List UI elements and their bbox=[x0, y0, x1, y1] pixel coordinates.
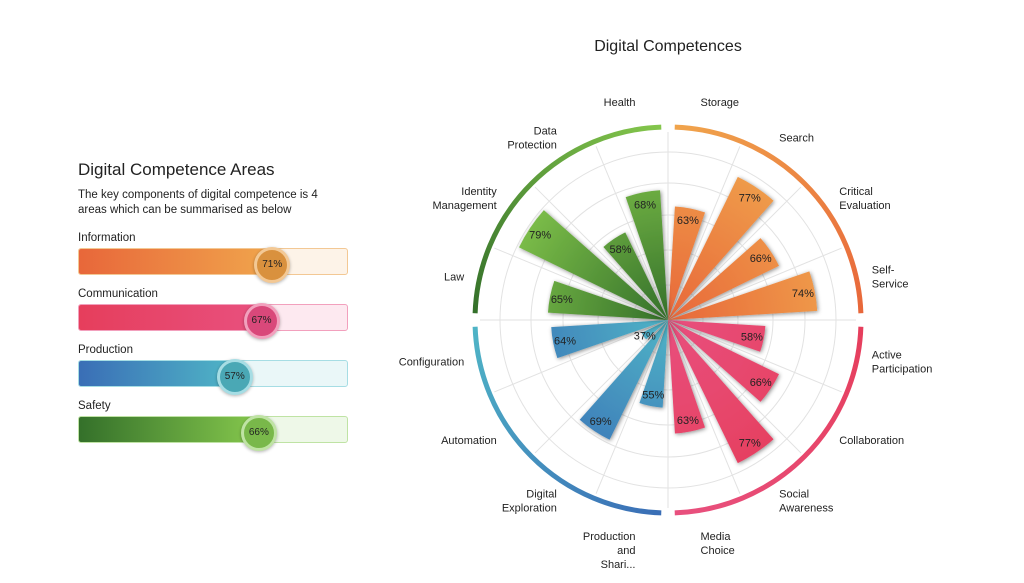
group-arc-information bbox=[674, 124, 864, 314]
bar-critical-evaluation bbox=[668, 238, 780, 320]
bar-active-participation bbox=[668, 320, 766, 352]
area-value-knob: 67% bbox=[243, 302, 280, 339]
bar-media-choice bbox=[668, 320, 706, 434]
data-label: 63% bbox=[677, 415, 699, 427]
area-progress-fill bbox=[79, 249, 270, 274]
data-label: 66% bbox=[750, 377, 772, 389]
category-label: Critical Evaluation bbox=[839, 186, 890, 212]
category-label: Production and Shari... bbox=[583, 531, 636, 571]
area-progress-fill bbox=[79, 417, 256, 442]
bar-identity-management bbox=[519, 210, 668, 320]
grid-spoke bbox=[667, 319, 741, 494]
bar-self-service bbox=[668, 271, 818, 320]
area-value-knob: 57% bbox=[216, 358, 253, 395]
data-label: 79% bbox=[529, 230, 551, 242]
category-label: Media Choice bbox=[701, 531, 735, 557]
area-label: Communication bbox=[78, 288, 158, 300]
area-value-knob: 66% bbox=[240, 414, 277, 451]
category-label: Configuration bbox=[399, 357, 464, 369]
grid-spoke bbox=[595, 146, 669, 321]
group-arc-production bbox=[472, 326, 662, 516]
data-label: 66% bbox=[750, 253, 772, 265]
area-label: Safety bbox=[78, 400, 111, 412]
area-label: Production bbox=[78, 344, 133, 356]
bar-law bbox=[547, 280, 668, 320]
chart-title: Digital Competences bbox=[594, 38, 742, 55]
area-safety: Safety 66% bbox=[78, 400, 348, 451]
category-label: Search bbox=[779, 133, 814, 145]
competence-areas-panel: Digital Competence Areas The key compone… bbox=[78, 160, 348, 456]
category-label: Identity Management bbox=[433, 186, 498, 212]
category-label: Data Protection bbox=[507, 126, 557, 152]
panel-description: The key components of digital competence… bbox=[78, 189, 318, 216]
bar-health bbox=[625, 190, 668, 320]
data-label: 65% bbox=[551, 294, 573, 306]
bar-search bbox=[668, 176, 774, 320]
area-communication: Communication 67% bbox=[78, 288, 348, 339]
data-label: 64% bbox=[554, 335, 576, 347]
category-label: Social Awareness bbox=[779, 488, 834, 514]
group-arc-communication bbox=[674, 326, 864, 516]
area-label: Information bbox=[78, 232, 136, 244]
category-label: Collaboration bbox=[839, 435, 904, 447]
area-progress-fill bbox=[79, 361, 232, 386]
category-label: Health bbox=[604, 97, 636, 109]
category-label: Law bbox=[444, 271, 464, 283]
data-label: 63% bbox=[677, 215, 699, 227]
bar-collaboration bbox=[668, 320, 780, 402]
grid-spoke bbox=[494, 247, 669, 321]
area-progress-bar: 67% bbox=[78, 302, 348, 339]
bar-automation bbox=[641, 320, 668, 340]
data-label: 68% bbox=[634, 199, 656, 211]
category-label: Automation bbox=[441, 435, 497, 447]
area-value-knob: 71% bbox=[254, 246, 291, 283]
grid-spoke bbox=[667, 146, 741, 321]
grid-spoke bbox=[667, 319, 842, 393]
data-label: 74% bbox=[792, 288, 814, 300]
area-progress-bar: 57% bbox=[78, 358, 348, 395]
area-production: Production 57% bbox=[78, 344, 348, 395]
group-arc-safety bbox=[472, 124, 662, 314]
grid-spoke bbox=[534, 186, 669, 321]
area-progress-bar: 66% bbox=[78, 414, 348, 451]
category-label: Self-Service bbox=[872, 264, 909, 290]
grid-spoke bbox=[667, 247, 842, 321]
area-information: Information 71% bbox=[78, 232, 348, 283]
bar-social-awareness bbox=[668, 320, 774, 464]
area-progress-fill bbox=[79, 305, 259, 330]
category-label: Storage bbox=[701, 97, 740, 109]
grid-spoke bbox=[595, 319, 669, 494]
data-label: 37% bbox=[634, 331, 656, 343]
bar-digital-exploration bbox=[579, 320, 668, 440]
data-label: 58% bbox=[741, 332, 763, 344]
bar-data-protection bbox=[603, 232, 668, 320]
bar-storage bbox=[668, 206, 706, 320]
bar-production-and-shari- bbox=[639, 320, 668, 408]
category-label: Digital Exploration bbox=[502, 488, 557, 514]
area-progress-bar: 71% bbox=[78, 246, 348, 283]
category-label: Active Participation bbox=[872, 350, 933, 376]
panel-title: Digital Competence Areas bbox=[78, 160, 275, 179]
data-label: 69% bbox=[590, 416, 612, 428]
grid-spoke bbox=[667, 186, 802, 321]
data-label: 77% bbox=[739, 193, 761, 205]
grid-spoke bbox=[667, 319, 802, 454]
bar-configuration bbox=[551, 320, 668, 359]
data-label: 77% bbox=[739, 437, 761, 449]
data-label: 58% bbox=[609, 244, 631, 256]
grid-spoke bbox=[534, 319, 669, 454]
data-label: 55% bbox=[642, 389, 664, 401]
grid-spoke bbox=[494, 319, 669, 393]
